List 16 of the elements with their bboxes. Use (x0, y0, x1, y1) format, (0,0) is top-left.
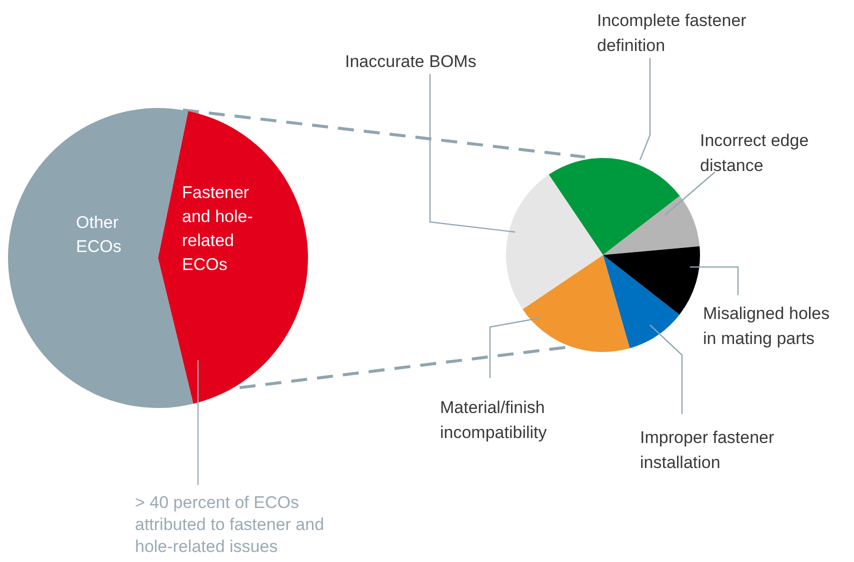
pie-slice (603, 246, 700, 315)
slice-label: Misaligned holes in mating parts (703, 304, 830, 348)
pie-slice (603, 196, 700, 255)
slice-label: Fastener and hole-related ECOs (182, 183, 253, 274)
pie-slice (158, 111, 308, 404)
slice-label: Incorrect edge distance (700, 131, 809, 175)
pie-slice (522, 255, 630, 352)
text: > 40 percent of ECOs attributed to fastener and hole-related issues (135, 493, 324, 556)
slice-label: Improper fastener installation (640, 428, 775, 472)
pie-slice (548, 158, 680, 255)
pie-slice (506, 174, 603, 310)
slice-label: Incomplete fastener definition (597, 11, 747, 55)
slice-label: Inaccurate BOMs (345, 52, 476, 71)
slice-label: Other ECOs (76, 213, 122, 256)
pie-slice (603, 255, 680, 348)
slice-label: Material/finish incompatibility (440, 398, 548, 442)
